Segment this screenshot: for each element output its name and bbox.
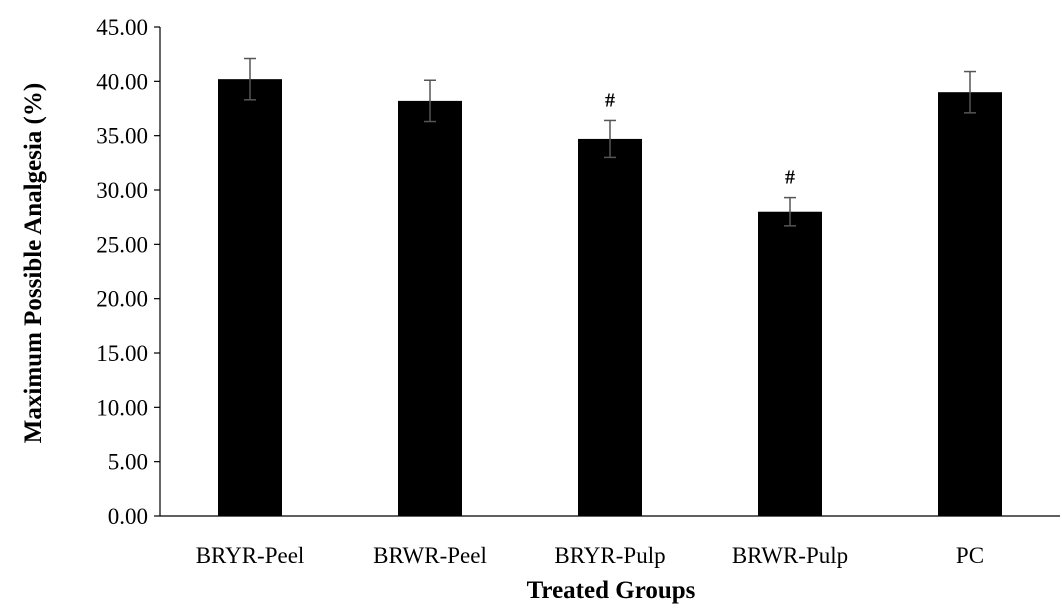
y-tick-label: 40.00 (96, 69, 148, 94)
y-axis: 0.00 5.00 10.00 15.00 20.00 25.00 30.00 35.00 40… (96, 15, 161, 529)
y-tick-label: 30.00 (96, 178, 148, 203)
y-tick-label: 35.00 (96, 124, 148, 149)
bar-bryr-pulp (578, 138, 642, 516)
y-tick-label: 5.00 (108, 450, 148, 475)
x-tick-label: BRWR-Pulp (732, 543, 848, 568)
x-axis-title: Treated Groups (527, 577, 696, 604)
bar-bryr-peel (218, 79, 282, 516)
significance-marker: # (605, 89, 615, 111)
bar-brwr-pulp (758, 211, 822, 516)
y-tick-label: 25.00 (96, 232, 148, 257)
y-tick-label: 10.00 (96, 395, 148, 420)
x-axis: BRYR-Peel BRWR-Peel BRYR-Pulp BRWR-Pulp PC (160, 515, 1060, 568)
x-tick-label: BRYR-Peel (196, 543, 305, 568)
x-tick-label: PC (956, 543, 984, 568)
x-tick-label: BRYR-Pulp (554, 543, 665, 568)
error-bars (244, 57, 976, 227)
bar-pc (938, 92, 1002, 516)
y-tick-label: 15.00 (96, 341, 148, 366)
bars (218, 79, 1002, 516)
y-tick-label: 20.00 (96, 287, 148, 312)
x-tick-label: BRWR-Peel (373, 543, 487, 568)
significance-marker: # (785, 167, 795, 189)
bar-brwr-peel (398, 100, 462, 516)
y-tick-label: 45.00 (96, 15, 148, 40)
y-axis-title: Maximum Possible Analgesia (%) (20, 83, 47, 443)
y-tick-label: 0.00 (108, 504, 148, 529)
annotations: ## (605, 89, 795, 188)
